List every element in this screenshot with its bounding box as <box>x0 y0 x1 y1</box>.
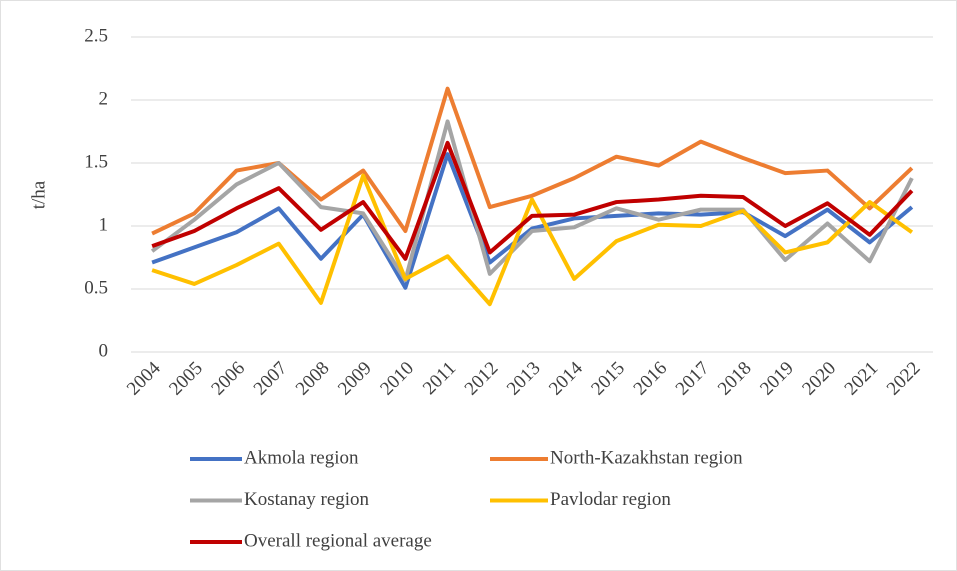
y-tick-label: 2 <box>99 88 109 109</box>
series-line <box>151 152 914 290</box>
legend-label: Kostanay region <box>244 489 370 510</box>
y-tick-label: 0.5 <box>84 277 108 298</box>
legend-label: Akmola region <box>244 447 359 468</box>
series-line <box>150 119 914 283</box>
legend-label: Pavlodar region <box>550 489 671 510</box>
legend-label: North-Kazakhstan region <box>550 447 743 468</box>
y-tick-label: 0 <box>99 340 109 361</box>
y-tick-label: 1.5 <box>84 151 108 172</box>
y-tick-label: 2.5 <box>84 25 108 46</box>
legend-label: Overall regional average <box>244 530 432 551</box>
series-line <box>151 173 914 307</box>
y-axis-label: t/ha <box>28 180 49 209</box>
series-line <box>151 140 914 261</box>
y-tick-label: 1 <box>99 214 109 235</box>
